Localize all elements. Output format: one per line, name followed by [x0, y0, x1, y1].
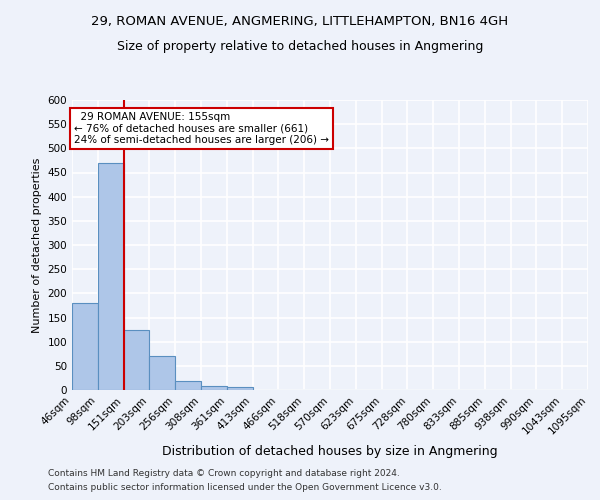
Bar	[124, 330, 149, 390]
Bar	[175, 382, 201, 390]
Text: Contains public sector information licensed under the Open Government Licence v3: Contains public sector information licen…	[48, 484, 442, 492]
Bar	[72, 303, 98, 390]
Bar	[227, 387, 253, 390]
X-axis label: Distribution of detached houses by size in Angmering: Distribution of detached houses by size …	[162, 444, 498, 458]
Bar	[201, 386, 227, 390]
Text: 29 ROMAN AVENUE: 155sqm
← 76% of detached houses are smaller (661)
24% of semi-d: 29 ROMAN AVENUE: 155sqm ← 76% of detache…	[74, 112, 329, 146]
Text: 29, ROMAN AVENUE, ANGMERING, LITTLEHAMPTON, BN16 4GH: 29, ROMAN AVENUE, ANGMERING, LITTLEHAMPT…	[91, 15, 509, 28]
Text: Contains HM Land Registry data © Crown copyright and database right 2024.: Contains HM Land Registry data © Crown c…	[48, 468, 400, 477]
Y-axis label: Number of detached properties: Number of detached properties	[32, 158, 42, 332]
Bar	[149, 356, 175, 390]
Bar	[98, 163, 124, 390]
Text: Size of property relative to detached houses in Angmering: Size of property relative to detached ho…	[117, 40, 483, 53]
